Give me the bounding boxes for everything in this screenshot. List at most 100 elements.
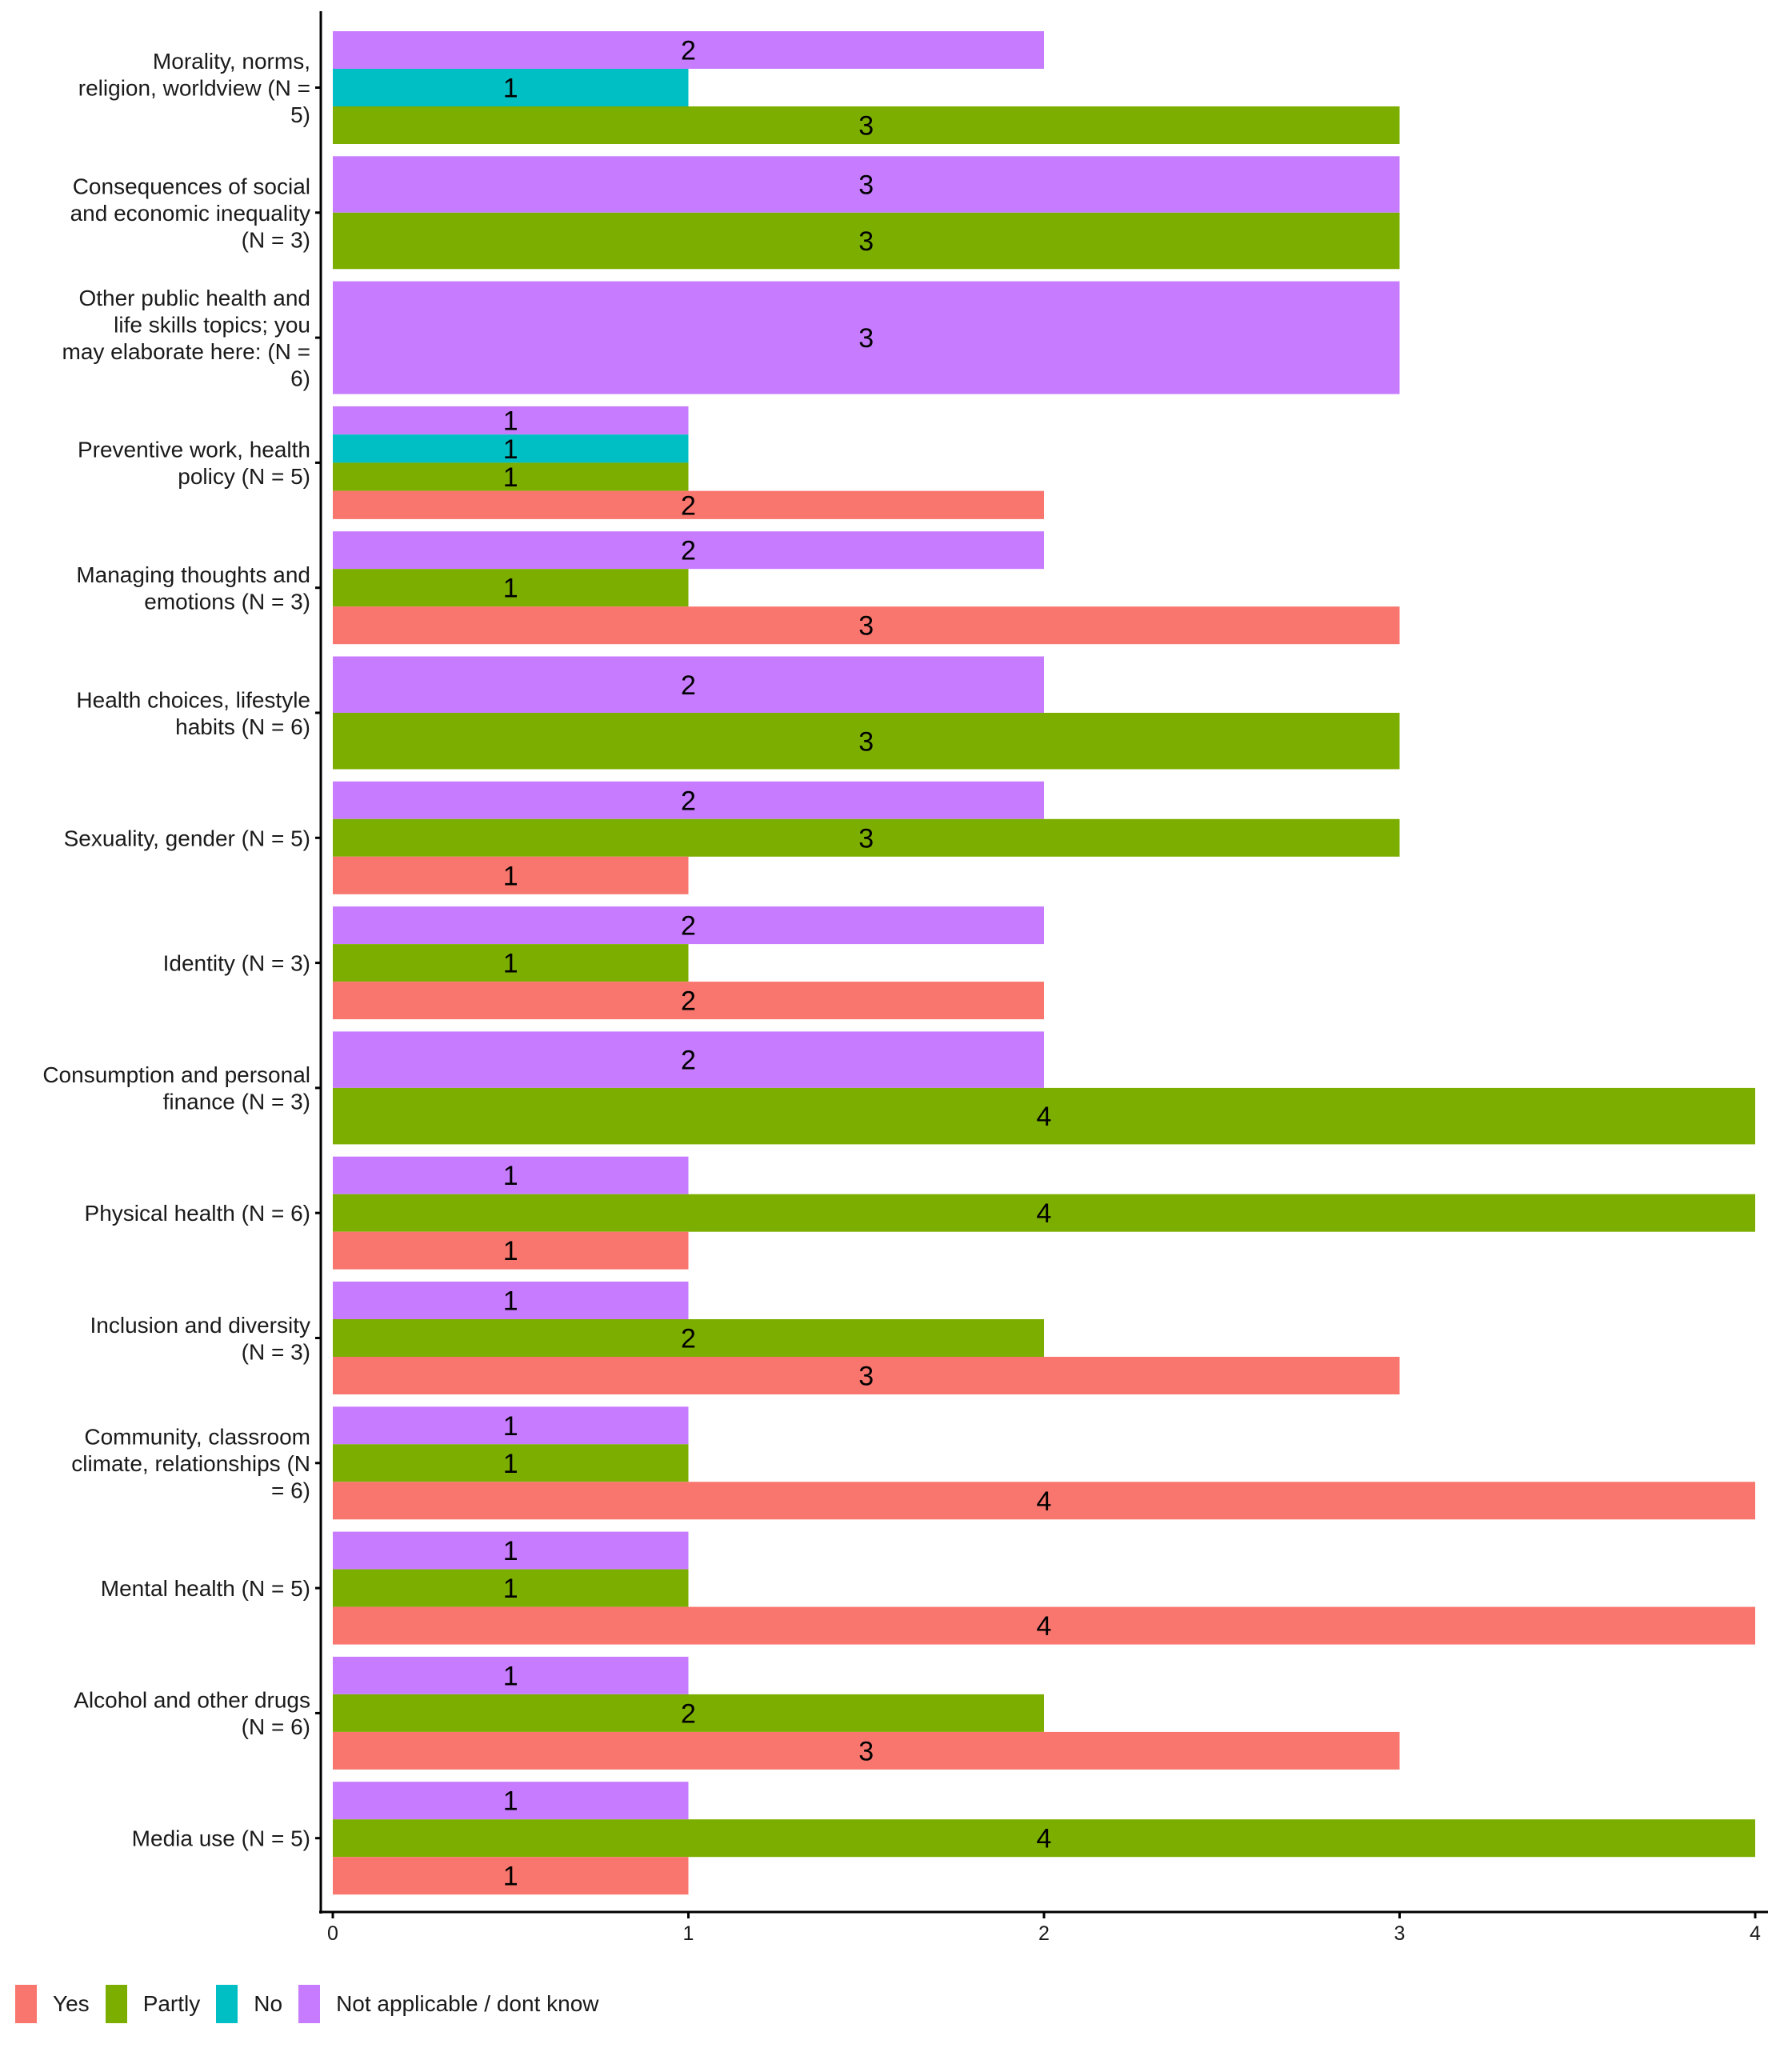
y-axis-label: Community, classroom climate, relationshi… (71, 1424, 310, 1502)
bar-value-label: 2 (681, 911, 696, 942)
y-axis-label: Mental health (N = 5) (101, 1576, 310, 1601)
bar-value-label: 1 (503, 434, 518, 465)
bar-yes (333, 490, 1044, 519)
bar-yes (333, 982, 1044, 1020)
legend-item-partly: Partly (105, 1985, 201, 2023)
bar-value-label: 4 (1037, 1198, 1052, 1229)
bar-value-label: 1 (503, 1536, 518, 1566)
y-axis-label: Sexuality, gender (N = 5) (64, 826, 310, 850)
bar-labels-layer: 2133331112213232312122414112311411412314… (503, 36, 1052, 1892)
bar-partly (333, 1319, 1044, 1357)
bar-not-applicable-dont-know (333, 1156, 689, 1194)
bar-partly (333, 818, 1400, 857)
bar-value-label: 1 (503, 1236, 518, 1266)
bar-value-label: 4 (1037, 1611, 1052, 1642)
legend-item-no: No (216, 1985, 282, 2023)
bar-value-label: 3 (858, 611, 874, 642)
bars-layer (333, 31, 1755, 1895)
bar-partly (333, 1569, 689, 1607)
bar-yes (333, 1357, 1400, 1394)
bar-partly (333, 569, 689, 607)
bar-partly (333, 106, 1400, 144)
bar-value-label: 1 (503, 1286, 518, 1317)
bar-value-label: 1 (503, 1574, 518, 1604)
x-tick-label: 3 (1394, 1922, 1406, 1945)
legend-label-no: No (254, 1991, 283, 2016)
bar-not-applicable-dont-know (333, 656, 1044, 713)
bar-value-label: 1 (503, 1411, 518, 1442)
bar-value-label: 1 (503, 462, 518, 493)
x-tick-label: 0 (327, 1922, 338, 1945)
bar-value-label: 2 (681, 786, 696, 816)
y-axis-label: Consequences of social and economic inequ… (70, 174, 310, 252)
bar-yes (333, 1731, 1400, 1770)
y-axis-label: Media use (N = 5) (132, 1826, 310, 1851)
y-axis-label: Alcohol and other drugs (N = 6) (74, 1688, 310, 1740)
bar-yes (333, 1231, 689, 1270)
legend-key-not-applicable (298, 1985, 321, 2023)
bar-no (333, 434, 689, 463)
legend: Yes Partly No Not applicable / dont know (15, 1985, 615, 2023)
bar-not-applicable-dont-know (333, 406, 689, 435)
legend-item-yes: Yes (15, 1985, 90, 2023)
bar-not-applicable-dont-know (333, 1406, 689, 1445)
x-tick-label: 2 (1038, 1922, 1050, 1945)
bar-value-label: 1 (503, 1786, 518, 1817)
legend-item-not-applicable: Not applicable / dont know (298, 1985, 599, 2023)
y-axis-labels: Morality, norms, religion, worldview (N =… (42, 49, 310, 1851)
bar-value-label: 2 (681, 490, 696, 521)
bar-value-label: 3 (858, 726, 874, 757)
bar-value-label: 2 (681, 986, 696, 1017)
bar-partly (333, 944, 689, 982)
bar-value-label: 1 (503, 1449, 518, 1479)
bar-not-applicable-dont-know (333, 1782, 689, 1820)
bar-not-applicable-dont-know (333, 781, 1044, 819)
y-axis-label: Physical health (N = 6) (85, 1201, 310, 1226)
legend-key-yes (15, 1985, 37, 2023)
bar-value-label: 2 (681, 1324, 696, 1354)
bar-value-label: 2 (681, 1698, 696, 1729)
bar-value-label: 3 (858, 111, 874, 142)
bar-not-applicable-dont-know (333, 31, 1044, 69)
y-axis-label: Morality, norms, religion, worldview (N =… (78, 49, 310, 127)
bar-value-label: 2 (681, 36, 696, 66)
legend-key-no (216, 1985, 238, 2023)
bar-yes (333, 1482, 1755, 1520)
legend-label-not-applicable: Not applicable / dont know (336, 1991, 599, 2016)
bar-yes (333, 856, 689, 894)
bar-value-label: 3 (858, 823, 874, 854)
bar-value-label: 3 (858, 323, 874, 354)
y-axis-label: Health choices, lifestyle habits (N = 6) (76, 687, 310, 739)
bar-value-label: 1 (503, 861, 518, 891)
bar-value-label: 2 (681, 1046, 696, 1076)
bar-value-label: 1 (503, 1862, 518, 1892)
bar-partly (333, 1694, 1044, 1732)
bar-partly (333, 1194, 1755, 1232)
y-axis-label: Other public health and life skills topic… (62, 286, 311, 391)
bar-not-applicable-dont-know (333, 1282, 689, 1319)
legend-label-yes: Yes (53, 1991, 90, 2016)
y-axis-label: Identity (N = 3) (163, 951, 310, 976)
bar-no (333, 69, 689, 106)
bar-value-label: 1 (503, 1661, 518, 1691)
bar-yes (333, 606, 1400, 645)
bar-value-label: 1 (503, 949, 518, 979)
bar-yes (333, 1857, 689, 1895)
bar-value-label: 3 (858, 226, 874, 257)
bar-value-label: 4 (1037, 1102, 1052, 1132)
y-axis-label: Preventive work, health policy (N = 5) (78, 438, 310, 490)
bar-not-applicable-dont-know (333, 1656, 689, 1694)
y-axis-label: Consumption and personal finance (N = 3) (42, 1062, 310, 1114)
bar-partly (333, 1444, 689, 1482)
bar-value-label: 1 (503, 74, 518, 104)
y-axis-label: Inclusion and diversity (N = 3) (90, 1313, 310, 1365)
bar-not-applicable-dont-know (333, 906, 1044, 945)
x-tick-label: 4 (1750, 1922, 1761, 1945)
legend-label-partly: Partly (142, 1991, 201, 2016)
legend-key-partly (105, 1985, 127, 2023)
bar-partly (333, 462, 689, 491)
bar-not-applicable-dont-know (333, 1031, 1044, 1088)
bar-value-label: 2 (681, 670, 696, 701)
bar-value-label: 3 (858, 170, 874, 201)
